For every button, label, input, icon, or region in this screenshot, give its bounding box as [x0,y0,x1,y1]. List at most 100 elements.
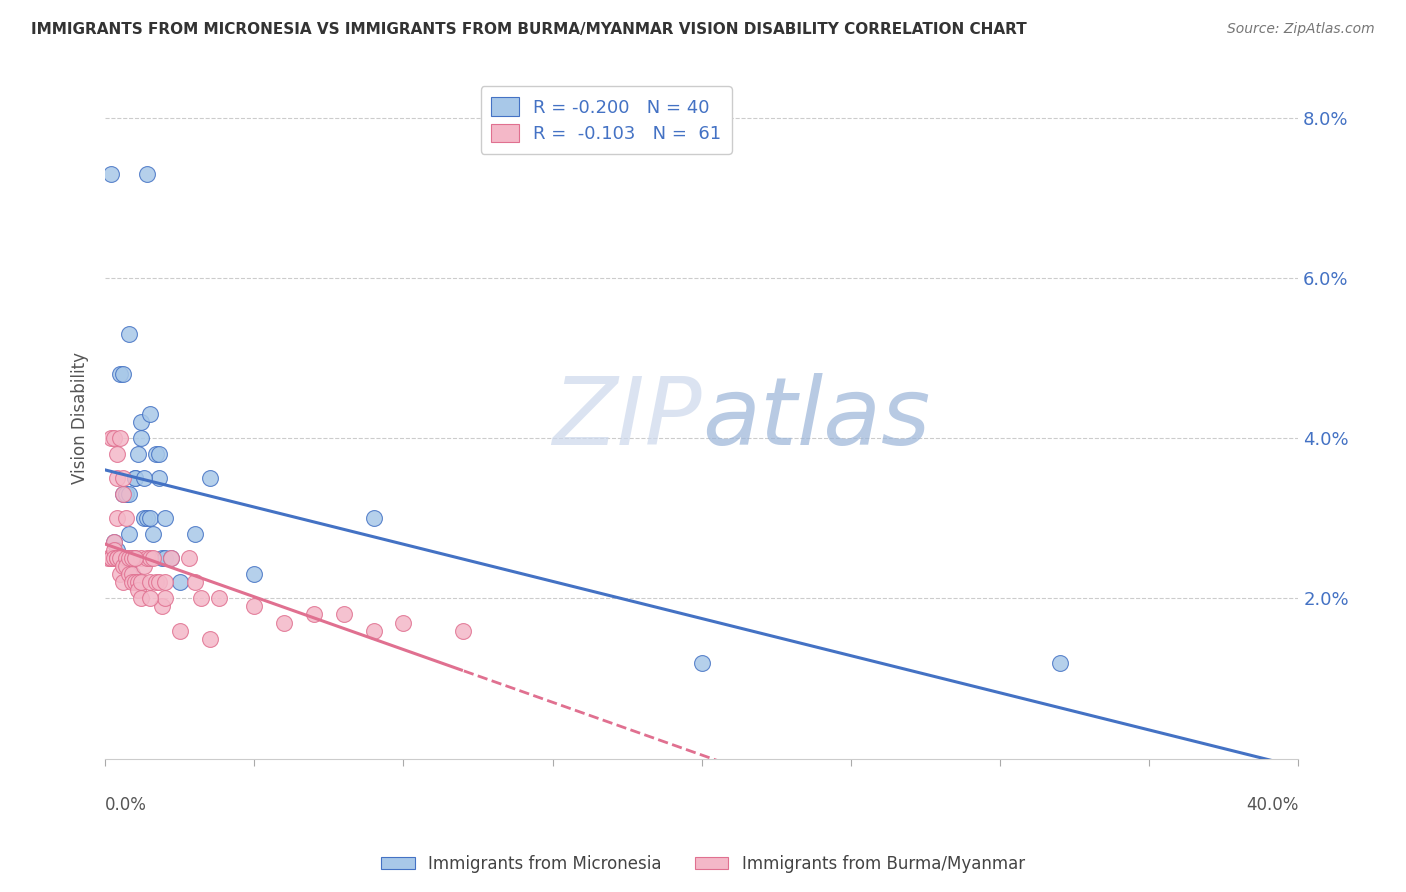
Legend: Immigrants from Micronesia, Immigrants from Burma/Myanmar: Immigrants from Micronesia, Immigrants f… [374,848,1032,880]
Text: ZIP: ZIP [553,373,702,464]
Point [139,551,162,566]
Point [121,551,143,566]
Point [105,471,128,485]
Point [108,367,131,381]
Point [121,567,143,582]
Y-axis label: Vision Disability: Vision Disability [72,352,89,484]
Point [132,511,155,525]
Point [103,535,125,549]
Point [207,591,229,606]
Text: atlas: atlas [702,373,929,464]
Point [132,559,155,574]
Point [129,431,152,445]
Point [139,511,162,525]
Point [177,551,200,566]
Point [183,527,205,541]
Point [183,575,205,590]
Point [145,447,167,461]
Point [273,615,295,630]
Point [115,511,138,525]
Point [150,599,173,614]
Point [139,575,162,590]
Point [105,543,128,558]
Point [139,591,162,606]
Point [451,624,474,638]
Point [136,511,159,525]
Text: 0.0%: 0.0% [105,797,148,814]
Point [103,543,125,558]
Point [118,326,141,341]
Point [145,575,167,590]
Point [124,575,146,590]
Point [127,583,149,598]
Point [127,447,149,461]
Point [148,575,170,590]
Point [108,551,131,566]
Point [100,551,122,566]
Point [363,624,385,638]
Point [148,471,170,485]
Text: IMMIGRANTS FROM MICRONESIA VS IMMIGRANTS FROM BURMA/MYANMAR VISION DISABILITY CO: IMMIGRANTS FROM MICRONESIA VS IMMIGRANTS… [31,22,1026,37]
Point [243,599,266,614]
Point [97,551,120,566]
Point [100,167,122,181]
Point [363,511,385,525]
Point [108,567,131,582]
Point [118,567,141,582]
Point [112,575,135,590]
Point [160,551,183,566]
Point [392,615,415,630]
Point [124,471,146,485]
Point [105,511,128,525]
Point [129,575,152,590]
Point [103,535,125,549]
Point [142,551,165,566]
Point [198,632,221,646]
Point [153,575,176,590]
Point [112,487,135,501]
Point [108,431,131,445]
Point [108,551,131,566]
Point [129,415,152,429]
Point [115,551,138,566]
Text: 40.0%: 40.0% [1246,797,1298,814]
Point [129,591,152,606]
Point [112,487,135,501]
Point [100,551,122,566]
Point [129,551,152,566]
Point [148,447,170,461]
Point [142,527,165,541]
Point [136,167,159,181]
Point [112,471,135,485]
Point [124,471,146,485]
Point [121,567,143,582]
Point [243,567,266,582]
Point [153,511,176,525]
Text: Source: ZipAtlas.com: Source: ZipAtlas.com [1227,22,1375,37]
Point [118,551,141,566]
Point [150,551,173,566]
Point [198,471,221,485]
Point [112,367,135,381]
Point [105,551,128,566]
Point [121,551,143,566]
Point [103,551,125,566]
Point [690,656,713,670]
Point [1049,656,1071,670]
Point [132,471,155,485]
Point [169,624,191,638]
Point [190,591,212,606]
Point [136,551,159,566]
Point [127,575,149,590]
Point [118,527,141,541]
Point [100,431,122,445]
Point [160,551,183,566]
Point [169,575,191,590]
Point [105,551,128,566]
Point [153,551,176,566]
Point [112,559,135,574]
Point [118,487,141,501]
Point [333,607,356,622]
Point [139,407,162,421]
Point [115,487,138,501]
